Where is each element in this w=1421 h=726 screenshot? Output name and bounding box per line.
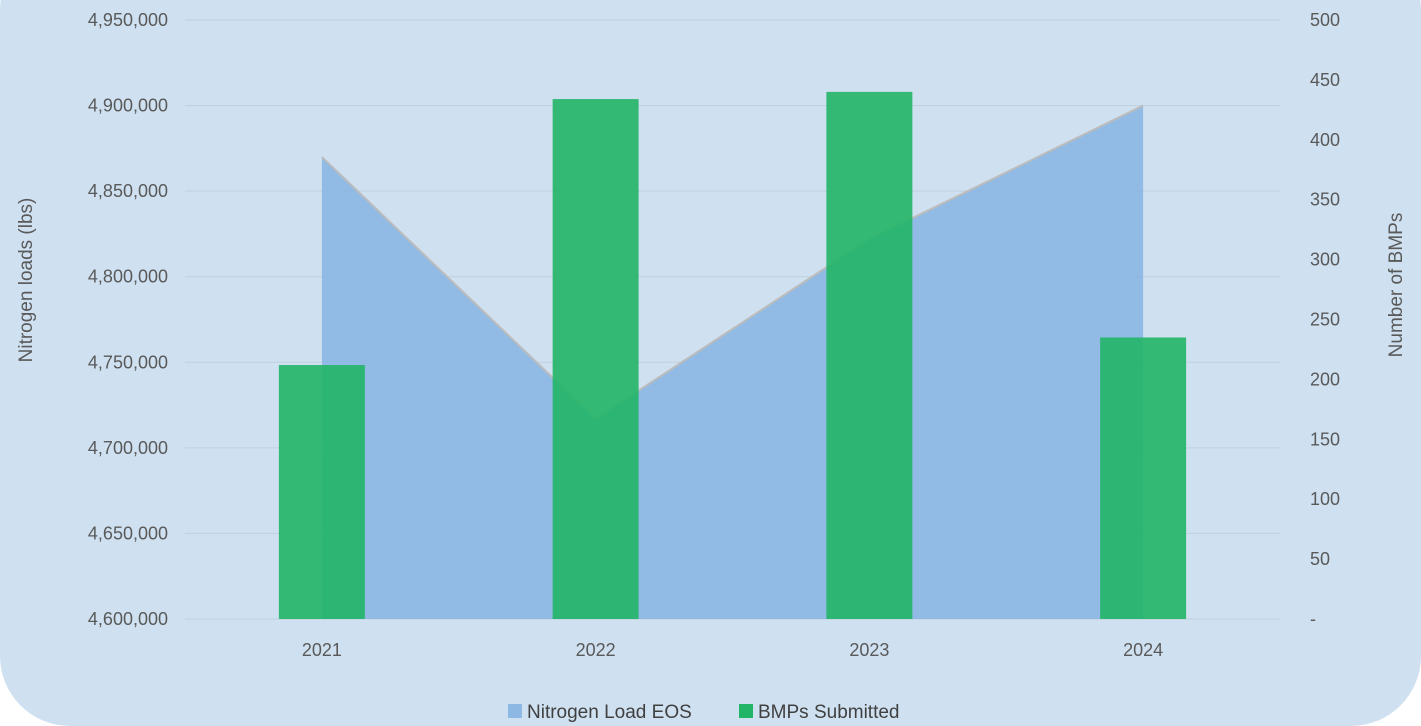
legend-swatch-bmps <box>739 704 753 718</box>
y2-tick-label: 350 <box>1310 190 1340 210</box>
legend-label-nitrogen: Nitrogen Load EOS <box>527 702 692 723</box>
legend-label-bmps: BMPs Submitted <box>758 702 900 723</box>
bmp-bar-series <box>278 91 1187 620</box>
bmp-bar <box>552 99 639 620</box>
y2-tick-label: 50 <box>1310 549 1330 569</box>
y2-tick-label: - <box>1310 609 1316 629</box>
y2-tick-label: 250 <box>1310 310 1340 330</box>
x-tick-label: 2022 <box>576 640 616 660</box>
y-tick-label: 4,650,000 <box>88 523 168 543</box>
nitrogen-area-outline <box>321 104 1144 421</box>
legend: Nitrogen Load EOS BMPs Submitted <box>508 702 900 723</box>
x-tick-label: 2024 <box>1123 640 1163 660</box>
legend-swatch-nitrogen <box>508 704 522 718</box>
y-tick-label: 4,950,000 <box>88 10 168 30</box>
y-axis-title: Nitrogen loads (lbs) <box>16 198 37 363</box>
x-axis-ticks: 2021 2022 2023 2024 <box>302 640 1163 660</box>
y-tick-label: 4,700,000 <box>88 438 168 458</box>
x-tick-label: 2021 <box>302 640 342 660</box>
bmp-bar <box>826 91 913 619</box>
y2-axis-title: Number of BMPs <box>1386 213 1407 358</box>
y2-tick-label: 500 <box>1310 10 1340 30</box>
nitrogen-area-series <box>321 104 1144 620</box>
y-tick-label: 4,850,000 <box>88 181 168 201</box>
y-tick-label: 4,800,000 <box>88 267 168 287</box>
left-axis-ticks: 4,600,000 4,650,000 4,700,000 4,750,000 4,80… <box>88 10 168 629</box>
bmp-bar <box>278 365 365 619</box>
y-tick-label: 4,600,000 <box>88 609 168 629</box>
y2-tick-label: 200 <box>1310 369 1340 389</box>
x-tick-label: 2023 <box>849 640 889 660</box>
y2-tick-label: 400 <box>1310 130 1340 150</box>
right-axis-ticks: - 50 100 150 200 250 300 350 400 450 500 <box>1310 10 1340 629</box>
y2-tick-label: 150 <box>1310 429 1340 449</box>
y2-tick-label: 450 <box>1310 70 1340 90</box>
y-tick-label: 4,750,000 <box>88 352 168 372</box>
y-tick-label: 4,900,000 <box>88 96 168 116</box>
y2-tick-label: 300 <box>1310 250 1340 270</box>
bmp-bar <box>1100 337 1187 619</box>
nitrogen-area-fill <box>321 105 1144 620</box>
y2-tick-label: 100 <box>1310 489 1340 509</box>
